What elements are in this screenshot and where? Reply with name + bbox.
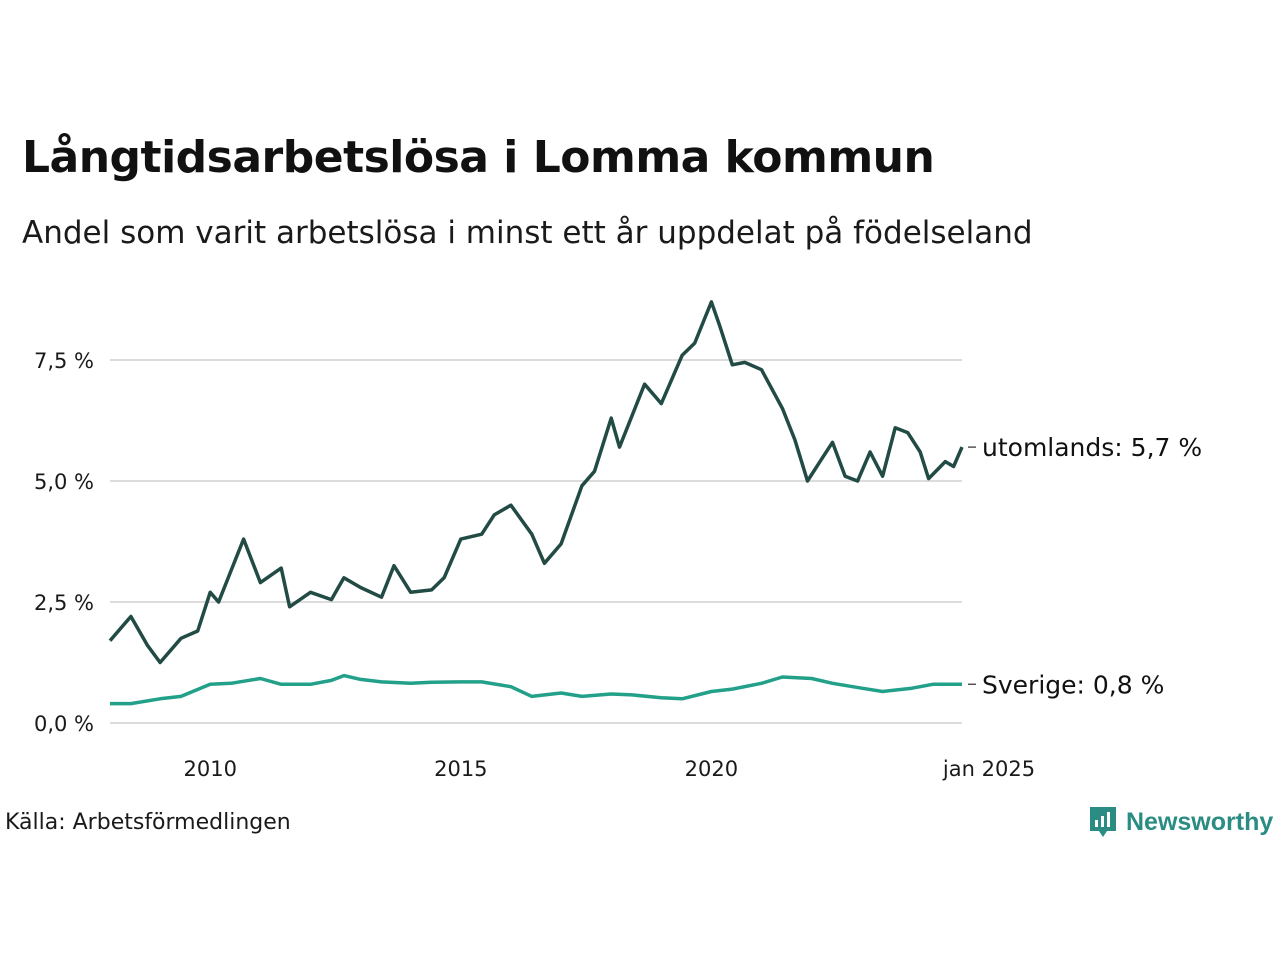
y-tick-label: 5,0 % bbox=[34, 470, 94, 494]
y-tick-label: 2,5 % bbox=[34, 591, 94, 615]
y-axis-ticks: 0,0 % 2,5 % 5,0 % 7,5 % bbox=[34, 349, 94, 736]
end-labels: utomlands: 5,7 % Sverige: 0,8 % bbox=[968, 433, 1202, 699]
series-line-sverige bbox=[110, 673, 962, 706]
source-note: Källa: Arbetsförmedlingen bbox=[5, 810, 291, 835]
x-tick-label: 2020 bbox=[685, 757, 738, 781]
line-chart: 0,0 % 2,5 % 5,0 % 7,5 % 2010 2015 2020 jan 202… bbox=[34, 300, 1202, 781]
series-lines bbox=[108, 300, 964, 706]
x-tick-label: 2015 bbox=[434, 757, 487, 781]
x-axis-ticks: 2010 2015 2020 jan 2025 bbox=[184, 757, 1036, 781]
chart-subtitle: Andel som varit arbetslösa i minst ett å… bbox=[22, 215, 1033, 251]
x-tick-label: jan 2025 bbox=[942, 757, 1035, 781]
logo-chart-icon bbox=[1090, 807, 1116, 837]
end-label-sverige: Sverige: 0,8 % bbox=[982, 670, 1164, 699]
end-label-utomlands: utomlands: 5,7 % bbox=[982, 433, 1202, 462]
newsworthy-logo: Newsworthy bbox=[1088, 804, 1273, 840]
gridlines bbox=[110, 359, 962, 724]
series-line-utomlands bbox=[108, 300, 964, 665]
logo-text: Newsworthy bbox=[1126, 807, 1274, 836]
y-tick-label: 0,0 % bbox=[34, 712, 94, 736]
x-tick-label: 2010 bbox=[184, 757, 237, 781]
y-tick-label: 7,5 % bbox=[34, 349, 94, 373]
chart-title: Långtidsarbetslösa i Lomma kommun bbox=[22, 132, 935, 183]
